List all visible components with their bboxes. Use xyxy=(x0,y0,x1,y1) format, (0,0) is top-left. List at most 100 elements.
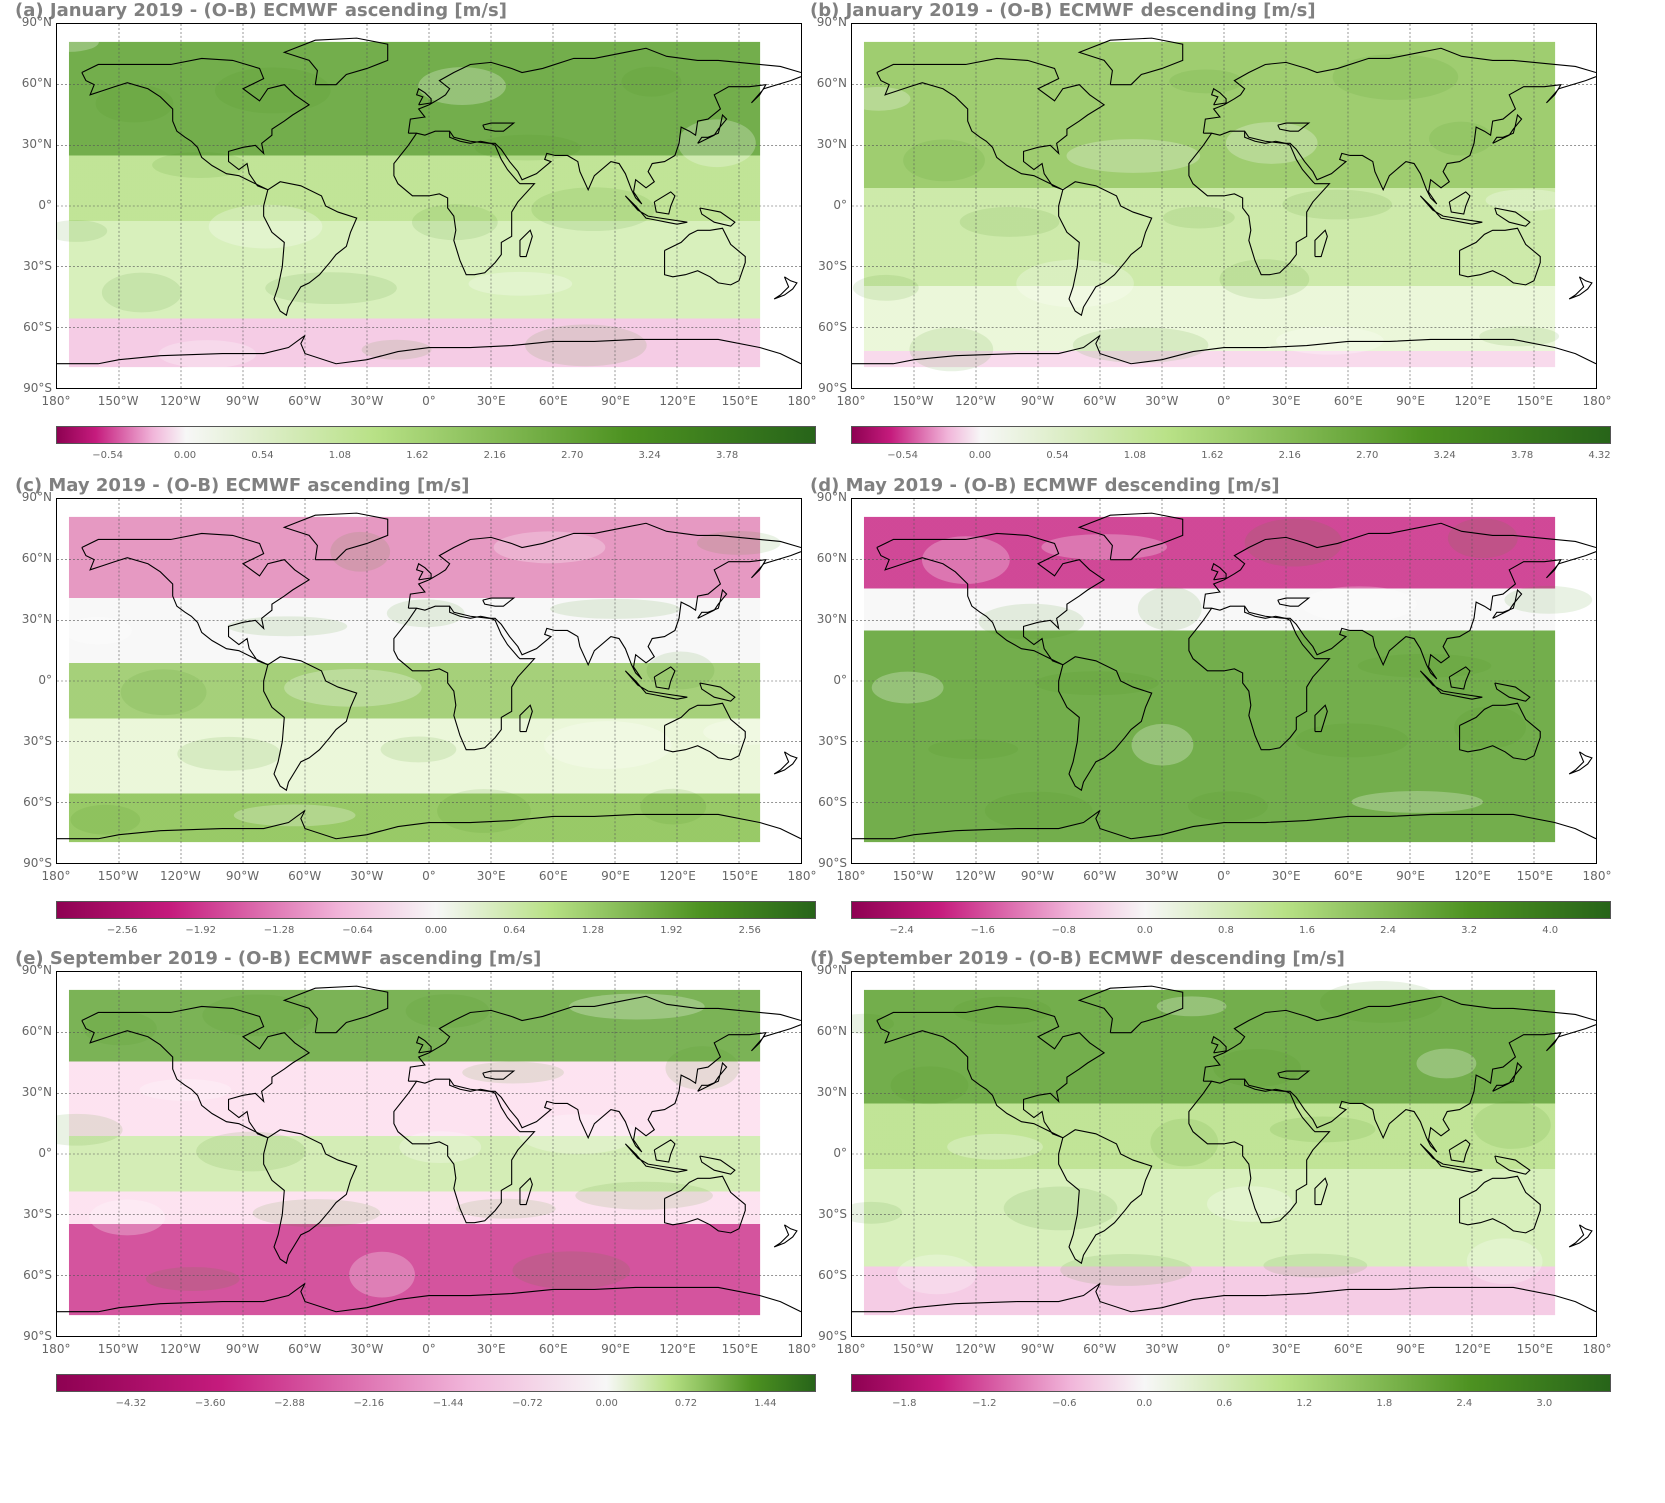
colorbar-tick: 0.0 xyxy=(1136,925,1153,936)
colorbar-tick: 0.00 xyxy=(173,450,197,461)
coastline xyxy=(1203,551,1596,680)
coastline xyxy=(876,57,1106,191)
lon-label: 120°E xyxy=(1454,394,1491,408)
map-svg xyxy=(57,499,801,863)
field-blob xyxy=(575,1181,713,1210)
field-blob xyxy=(1269,1116,1376,1143)
field-blob xyxy=(703,719,789,745)
lon-label: 180° xyxy=(41,869,71,883)
field-blob xyxy=(640,788,707,825)
lat-label: 60°N xyxy=(21,1024,52,1038)
lon-label: 150°W xyxy=(892,394,934,408)
field-blob xyxy=(871,671,944,704)
colorbar-tick: −3.60 xyxy=(194,1398,226,1409)
field-blob xyxy=(543,721,672,769)
data-field xyxy=(68,989,761,1316)
lat-label: 90°S xyxy=(23,856,52,870)
colorbar-tick: 2.4 xyxy=(1456,1398,1473,1409)
lon-label: 60°W xyxy=(1083,869,1117,883)
lon-label: 0° xyxy=(1217,1342,1231,1356)
coastline xyxy=(664,227,746,286)
coastline xyxy=(1492,1061,1523,1092)
colorbar-tick: −1.44 xyxy=(432,1398,464,1409)
coastline xyxy=(1277,122,1311,132)
colorbar-tick: 1.62 xyxy=(406,450,429,461)
coastline xyxy=(1568,1224,1593,1248)
lon-label: 30°W xyxy=(1145,1342,1179,1356)
lon-label: 30°E xyxy=(476,394,506,408)
map-panel-d: (d) May 2019 - (O-B) ECMWF descending [m… xyxy=(795,475,1611,965)
coastline xyxy=(1202,995,1596,1082)
lon-label: 180° xyxy=(787,1342,817,1356)
coastline xyxy=(482,1070,516,1080)
lat-label: 0° xyxy=(38,1146,52,1160)
coastline xyxy=(57,809,801,840)
lat-label: 30°S xyxy=(818,734,847,748)
coastline xyxy=(1419,670,1483,700)
coastline xyxy=(407,522,801,609)
colorbar-tick: −4.32 xyxy=(115,1398,147,1409)
field-blob xyxy=(1357,653,1492,678)
coastline xyxy=(699,1155,736,1175)
coastline xyxy=(1058,656,1153,792)
field-blob xyxy=(1301,586,1417,623)
colorbar-tick: 1.28 xyxy=(581,925,605,936)
lat-label: 30°S xyxy=(23,1207,52,1221)
colorbar-tick: 0.8 xyxy=(1217,925,1234,936)
coastline xyxy=(1494,682,1531,702)
lon-label: 30°E xyxy=(476,869,506,883)
lat-label: 90°N xyxy=(21,963,52,977)
field-blob xyxy=(1072,327,1209,363)
coastline xyxy=(697,588,728,619)
lon-label: 30°W xyxy=(350,394,384,408)
field-blob xyxy=(852,1013,894,1034)
lon-label: 120°E xyxy=(659,394,696,408)
coastline xyxy=(1202,522,1596,609)
colorbar-tick: 3.0 xyxy=(1536,1398,1553,1409)
coastline xyxy=(699,682,736,702)
field-blob xyxy=(1282,189,1393,220)
colorbar-tick: −0.64 xyxy=(342,925,373,936)
colorbar-tick: −2.56 xyxy=(106,925,138,936)
field-blob xyxy=(57,220,108,242)
coastline xyxy=(1568,751,1593,775)
field-blob xyxy=(227,616,348,637)
colorbar-tick: −0.72 xyxy=(512,1398,543,1409)
lon-label: 90°W xyxy=(225,869,260,883)
map-panel-a: (a) January 2019 - (O-B) ECMWF ascending… xyxy=(0,0,816,490)
colorbar xyxy=(851,901,1611,919)
lon-label: 60°W xyxy=(1083,1342,1117,1356)
map-frame xyxy=(56,971,802,1337)
colorbar xyxy=(56,426,816,444)
field-blob xyxy=(978,603,1085,640)
lat-label: 60°S xyxy=(818,795,847,809)
field-blob xyxy=(518,1114,639,1154)
lon-label: 0° xyxy=(1217,394,1231,408)
coastline xyxy=(773,276,798,300)
colorbar-tick: 3.24 xyxy=(638,450,661,461)
lon-label: 120°E xyxy=(1454,869,1491,883)
colorbar-tick: 3.2 xyxy=(1461,925,1478,936)
field-blob xyxy=(903,139,985,182)
lon-label: 90°E xyxy=(1396,1342,1425,1356)
field-blob xyxy=(678,119,756,168)
colorbar-tick: 2.16 xyxy=(483,450,506,461)
field-blob xyxy=(252,1199,381,1227)
panel-title: (c) May 2019 - (O-B) ECMWF ascending [m/… xyxy=(15,475,470,496)
coastline xyxy=(1210,87,1227,106)
coastline xyxy=(1202,47,1596,134)
panel-title: (f) September 2019 - (O-B) ECMWF descend… xyxy=(810,948,1345,969)
field-blob xyxy=(145,1267,240,1291)
lon-label: 120°W xyxy=(159,869,201,883)
coastline xyxy=(773,751,798,775)
lat-label: 30°N xyxy=(816,137,847,151)
lat-label: 90°S xyxy=(818,856,847,870)
field-blob xyxy=(1485,189,1568,212)
coastline xyxy=(1494,1155,1531,1175)
lon-label: 120°W xyxy=(954,394,996,408)
lat-label: 60°S xyxy=(818,1268,847,1282)
field-blob xyxy=(896,1254,977,1295)
lon-label: 120°W xyxy=(159,394,201,408)
data-field xyxy=(863,516,1556,843)
colorbar-tick: −1.8 xyxy=(892,1398,917,1409)
